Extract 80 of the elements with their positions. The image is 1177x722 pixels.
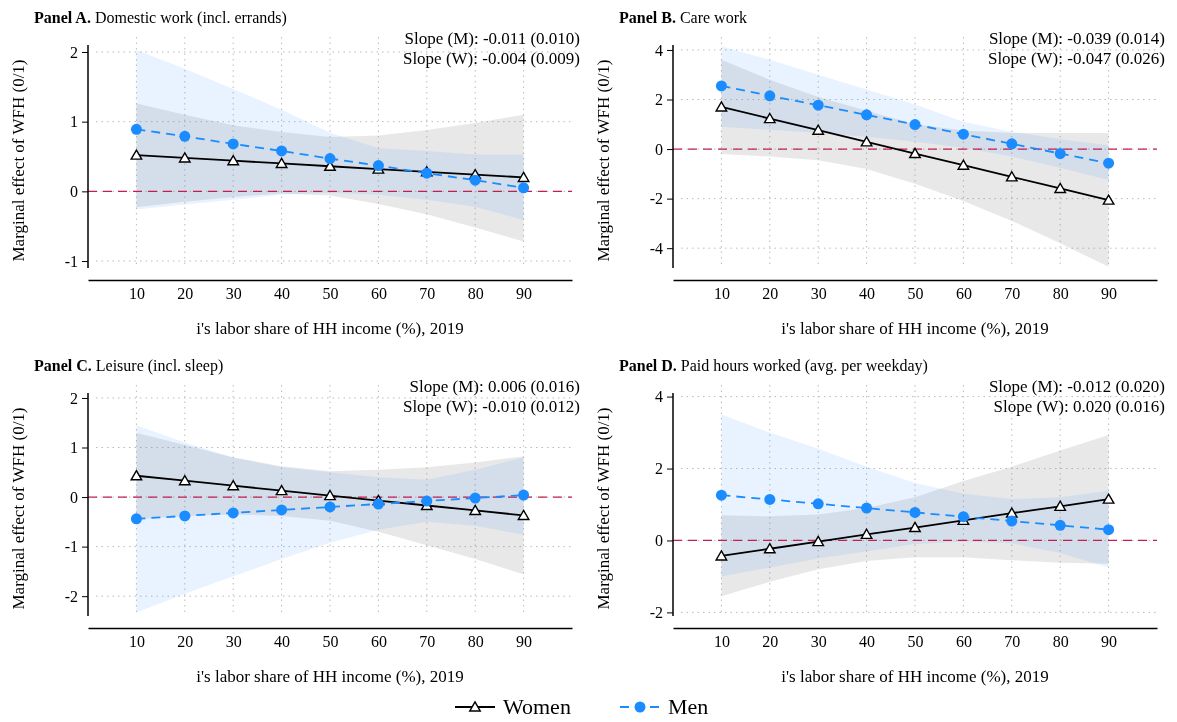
y-tick-label: -2 (64, 587, 78, 605)
y-tick-label: -2 (649, 190, 663, 208)
x-tick-label: 40 (859, 285, 876, 303)
x-tick-label: 40 (274, 633, 291, 651)
x-tick-label: 30 (225, 633, 242, 651)
y-tick-label: 0 (70, 182, 78, 200)
x-tick-label: 80 (1052, 633, 1069, 651)
chart-title: Panel B. (619, 9, 676, 26)
annotation: Slope (M): -0.039 (0.014) (988, 29, 1165, 48)
y-axis-title: Marginal effect of WFH (0/1) (594, 407, 613, 610)
x-tick-label: 60 (955, 633, 972, 651)
y-tick-label: -1 (64, 538, 78, 556)
x-tick-label: 90 (1101, 285, 1118, 303)
x-tick-label: 70 (1004, 633, 1021, 651)
x-tick-label: 60 (370, 633, 387, 651)
y-axis-title: Marginal effect of WFH (0/1) (9, 407, 28, 610)
chart-subtitle: Paid hours worked (avg. per weekday) (676, 357, 928, 375)
y-tick-label: 1 (70, 439, 78, 457)
x-tick-label: 50 (322, 285, 339, 303)
x-tick-label: 80 (467, 285, 484, 303)
x-tick-label: 40 (274, 285, 291, 303)
annotation: Slope (W): -0.047 (0.026) (987, 49, 1165, 68)
annotation: Slope (M): -0.012 (0.020) (988, 377, 1165, 396)
x-tick-label: 10 (713, 633, 730, 651)
x-tick-label: 60 (955, 285, 972, 303)
annotation: Slope (M): -0.011 (0.010) (404, 29, 580, 48)
x-tick-label: 10 (713, 285, 730, 303)
x-tick-label: 50 (322, 633, 339, 651)
chart-subtitle: Care work (675, 9, 747, 26)
x-tick-label: 20 (177, 633, 194, 651)
y-tick-label: 2 (655, 460, 663, 478)
y-tick-label: 2 (70, 43, 78, 61)
x-tick-label: 70 (1004, 285, 1021, 303)
x-tick-label: 20 (762, 633, 779, 651)
annotation: Slope (M): 0.006 (0.016) (409, 377, 580, 396)
chart-subtitle: Leisure (incl. sleep) (91, 357, 224, 375)
x-tick-label: 50 (907, 633, 924, 651)
x-tick-label: 60 (370, 285, 387, 303)
x-tick-label: 20 (177, 285, 194, 303)
annotation: Slope (W): -0.010 (0.012) (402, 397, 580, 416)
x-axis-title: i's labor share of HH income (%), 2019 (781, 319, 1049, 338)
x-tick-label: 10 (128, 633, 145, 651)
annotation: Slope (W): -0.004 (0.009) (402, 49, 580, 68)
x-tick-label: 50 (907, 285, 924, 303)
chart-title: Panel A. (34, 9, 91, 26)
y-tick-label: 1 (70, 113, 78, 131)
x-tick-label: 90 (516, 633, 533, 651)
chart-subtitle: Domestic work (incl. errands) (90, 9, 287, 27)
y-tick-label: 4 (655, 41, 663, 59)
y-tick-label: -1 (64, 252, 78, 270)
x-tick-label: 90 (516, 285, 533, 303)
x-axis-title: i's labor share of HH income (%), 2019 (196, 319, 464, 338)
y-tick-label: 0 (70, 488, 78, 506)
y-tick-label: -2 (649, 604, 663, 622)
x-tick-label: 70 (419, 633, 436, 651)
y-tick-label: 0 (655, 532, 663, 550)
x-tick-label: 90 (1101, 633, 1118, 651)
x-tick-label: 20 (762, 285, 779, 303)
x-tick-label: 80 (1052, 285, 1069, 303)
x-tick-label: 40 (859, 633, 876, 651)
y-tick-label: 4 (655, 388, 663, 406)
chart-title: Panel D. (619, 357, 677, 374)
legend-label: Men (668, 694, 709, 719)
x-axis-title: i's labor share of HH income (%), 2019 (781, 667, 1049, 686)
annotation: Slope (W): 0.020 (0.016) (993, 397, 1165, 416)
y-axis-title: Marginal effect of WFH (0/1) (594, 59, 613, 262)
x-tick-label: 80 (467, 633, 484, 651)
x-tick-label: 30 (810, 285, 827, 303)
y-tick-label: 2 (655, 91, 663, 109)
y-tick-label: 2 (70, 389, 78, 407)
x-axis-title: i's labor share of HH income (%), 2019 (196, 667, 464, 686)
x-tick-label: 70 (419, 285, 436, 303)
y-tick-label: -4 (649, 239, 663, 257)
x-tick-label: 30 (810, 633, 827, 651)
y-tick-label: 0 (655, 140, 663, 158)
x-tick-label: 30 (225, 285, 242, 303)
x-tick-label: 10 (128, 285, 145, 303)
legend-label: Women (503, 694, 571, 719)
y-axis-title: Marginal effect of WFH (0/1) (9, 59, 28, 262)
chart-title: Panel C. (34, 357, 92, 374)
